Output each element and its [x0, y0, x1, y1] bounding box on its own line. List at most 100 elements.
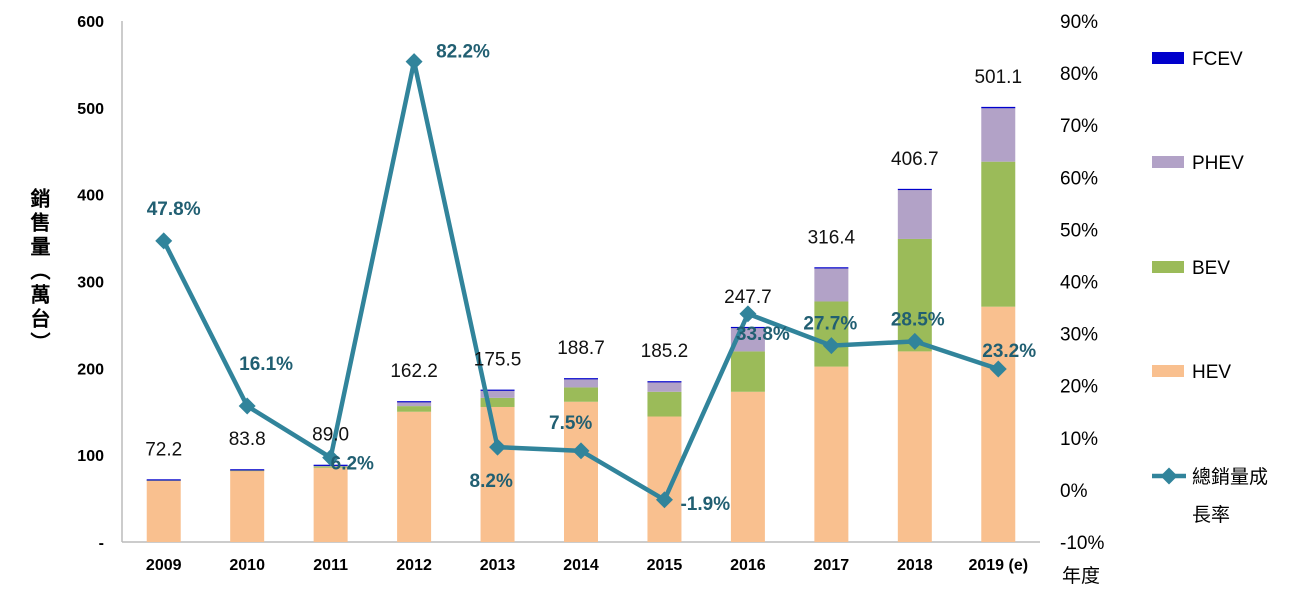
total-label: 162.2: [390, 361, 438, 382]
bar-bev: [814, 301, 849, 367]
x-tick-label: 2013: [480, 557, 516, 574]
total-label: 316.4: [808, 227, 856, 248]
legend-swatch-hev: [1152, 365, 1184, 377]
bar-fcev: [397, 401, 432, 403]
total-label: 188.7: [557, 338, 605, 359]
bar-bev: [730, 351, 765, 392]
growth-label: 7.5%: [549, 413, 592, 434]
bar-bev: [564, 387, 598, 402]
total-label: 72.2: [145, 439, 182, 460]
bar-phev: [981, 108, 1016, 162]
bar-hev: [146, 479, 181, 542]
bar-phev: [897, 189, 932, 239]
bar-fcev: [230, 469, 265, 471]
bar-hev: [981, 306, 1016, 542]
y2-tick-label: 40%: [1060, 273, 1098, 294]
x-tick-label: 2018: [897, 557, 933, 574]
growth-label: 8.2%: [470, 471, 513, 492]
growth-marker: [155, 232, 173, 250]
x-tick-label: 2016: [730, 557, 766, 574]
growth-label: 33.8%: [736, 324, 790, 345]
y-tick-label: 600: [77, 14, 104, 31]
bar-fcev: [730, 326, 765, 329]
data-labels: 72.2 83.8 89.0 162.2 175.5 188.7 185.2 247.7 316…: [145, 42, 1036, 515]
y-tick-label: -: [99, 535, 104, 552]
bar-phev: [814, 268, 849, 302]
bar-hev: [814, 366, 849, 542]
legend-label-fcev: FCEV: [1192, 49, 1243, 70]
growth-label: 16.1%: [239, 354, 293, 375]
total-label: 406.7: [891, 149, 939, 170]
legend-swatch-bev: [1152, 261, 1184, 273]
total-label: 89.0: [312, 425, 349, 446]
x-tick-label: 2012: [396, 557, 432, 574]
legend-label-hev: HEV: [1192, 362, 1231, 383]
bar-phev: [647, 381, 682, 392]
growth-marker: [989, 360, 1007, 378]
growth-marker: [655, 491, 673, 509]
x-tick-label: 2014: [563, 557, 599, 574]
legend-swatch-fcev: [1152, 52, 1184, 64]
bar-fcev: [814, 267, 849, 269]
legend-line-marker: [1160, 467, 1178, 485]
growth-label: 28.5%: [891, 309, 945, 330]
bar-bev: [480, 397, 515, 407]
y2-tick-label: 0%: [1060, 481, 1088, 502]
y2-tick-label: 80%: [1060, 64, 1098, 85]
y2-tick-label: -10%: [1060, 533, 1104, 554]
growth-label: -1.9%: [680, 494, 730, 515]
total-label: 185.2: [641, 341, 689, 362]
y-axis-title: 銷售量（萬台）: [27, 187, 50, 356]
growth-marker: [405, 53, 423, 71]
total-label: 247.7: [724, 287, 772, 308]
bar-bev: [647, 391, 682, 417]
bar-hev: [564, 401, 598, 542]
growth-marker: [572, 442, 590, 460]
growth-label: 47.8%: [147, 199, 201, 220]
x-tick-label: 2010: [229, 557, 265, 574]
bar-phev: [564, 378, 598, 388]
growth-marker: [906, 332, 924, 350]
bar-bev: [397, 406, 432, 412]
bar-fcev: [981, 106, 1016, 109]
bar-hev: [897, 351, 932, 542]
growth-marker: [822, 337, 840, 355]
y2-tick-label: 20%: [1060, 377, 1098, 398]
axes: 銷售量（萬台） - 100 200 300 400 500 600 -10% 0% 10% 20% 3…: [27, 12, 1104, 587]
bar-hev: [230, 470, 265, 542]
y-tick-label: 200: [77, 361, 104, 378]
bar-fcev: [146, 479, 181, 481]
x-tick-label: 2017: [814, 557, 850, 574]
bar-fcev: [897, 188, 932, 191]
total-label: 501.1: [974, 67, 1022, 88]
y-tick-label: 100: [77, 448, 104, 465]
bar-hev: [730, 391, 765, 542]
growth-marker: [238, 397, 256, 415]
y-tick-label: 500: [77, 101, 104, 118]
x-tick-label: 2009: [146, 557, 182, 574]
growth-marker: [322, 449, 340, 467]
growth-marker: [739, 305, 757, 323]
y2-tick-label: 70%: [1060, 116, 1098, 137]
bar-fcev: [480, 389, 515, 391]
bar-bev: [981, 161, 1016, 307]
growth-label: 6.2%: [331, 454, 374, 475]
growth-label: 82.2%: [436, 42, 490, 63]
growth-label: 27.7%: [803, 314, 857, 335]
x-tick-label: 2019 (e): [968, 557, 1028, 574]
legend-label-phev: PHEV: [1192, 153, 1244, 174]
bar-fcev: [564, 378, 598, 380]
bar-hev: [313, 467, 348, 542]
bar-phev: [397, 401, 432, 407]
bars: [146, 106, 1016, 542]
bar-hev: [397, 411, 432, 542]
total-label: 83.8: [229, 429, 266, 450]
growth-marker: [489, 438, 507, 456]
y-tick-label: 300: [77, 275, 104, 292]
y-tick-label: 400: [77, 188, 104, 205]
legend-swatch-phev: [1152, 156, 1184, 168]
growth-line: [155, 53, 1007, 509]
x-tick-label: 2011: [313, 557, 348, 574]
